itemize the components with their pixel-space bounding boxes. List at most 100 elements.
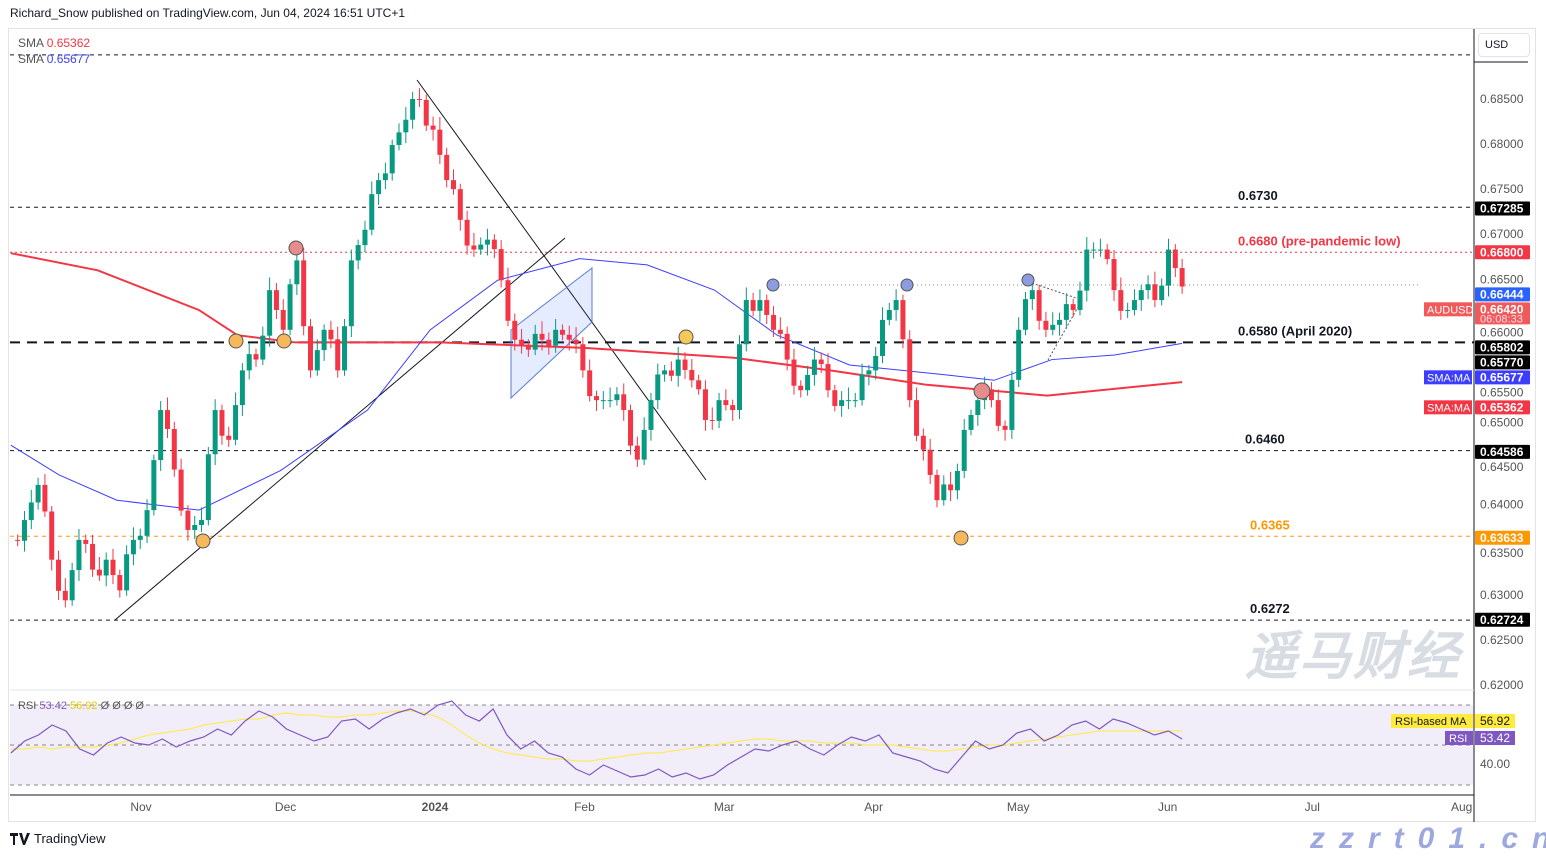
candle	[702, 380, 708, 431]
price-tick: 0.63500	[1480, 546, 1524, 560]
candle	[900, 294, 906, 349]
candle	[839, 391, 845, 417]
price-axis[interactable]: 0.68500 0.68000 0.67500 0.67000 0.66500 0.660…	[1480, 92, 1524, 692]
price-tag-name: SMA:MA	[1427, 372, 1471, 384]
candle	[164, 397, 170, 439]
candle	[239, 363, 245, 416]
marker-orange	[953, 530, 969, 546]
horizontal-levels: 0.6730 0.6680 (pre-pandemic low) 0.6580 (A…	[10, 54, 1474, 621]
level-label: 0.6680 (pre-pandemic low)	[1238, 233, 1401, 248]
candle	[968, 409, 974, 436]
sma-200-line-path	[10, 252, 1183, 397]
candle	[1104, 244, 1110, 265]
candle	[873, 346, 879, 380]
candle	[655, 363, 661, 410]
candle	[668, 361, 674, 382]
candle	[573, 327, 579, 354]
candle	[171, 421, 177, 477]
price-tag-value: 0.63633	[1480, 531, 1524, 545]
candle	[1070, 298, 1076, 318]
candles	[15, 88, 1185, 608]
price-tag: 0.63633	[1475, 530, 1530, 545]
candle	[416, 88, 422, 108]
price-tag-value: 0.65362	[1480, 400, 1524, 414]
candle	[301, 247, 307, 336]
candle	[144, 499, 150, 544]
candle	[1002, 420, 1008, 441]
rsi-tag: RSI 53.42	[1445, 731, 1515, 745]
price-tag: 0.65362 SMA:MA	[1424, 400, 1530, 415]
currency-button[interactable]: USD	[1478, 33, 1530, 57]
level-label: 0.6272	[1250, 601, 1290, 616]
candle	[750, 292, 756, 317]
candle	[539, 321, 545, 351]
candle	[485, 228, 491, 256]
price-tag-value: 0.65802	[1480, 340, 1524, 354]
candle	[69, 562, 75, 606]
candle	[519, 328, 525, 354]
candle	[607, 387, 613, 408]
candle	[1036, 284, 1042, 330]
candle	[1125, 302, 1131, 319]
candle	[553, 318, 559, 353]
candle	[532, 324, 538, 356]
candle	[471, 232, 477, 257]
candle	[1138, 284, 1144, 311]
candle	[866, 364, 872, 386]
price-tag: 0.64586	[1475, 444, 1530, 459]
candle	[580, 337, 586, 378]
candle	[267, 277, 273, 347]
level-label: 0.6580 (April 2020)	[1238, 323, 1352, 338]
price-tag-value: 0.64586	[1480, 445, 1524, 459]
watermark-text: zzrt01.cn	[1310, 822, 1546, 855]
time-axis[interactable]: Nov Dec 2024 Feb Mar Apr May Jun Jul Aug	[130, 800, 1472, 814]
candle	[893, 289, 899, 321]
candle	[1097, 238, 1103, 257]
candle	[185, 505, 191, 541]
candle	[49, 506, 55, 571]
candle	[886, 302, 892, 326]
rsi-ma-tag-value: 56.92	[1480, 714, 1510, 728]
price-tick: 0.67000	[1480, 227, 1524, 241]
price-tag: 0.65802	[1475, 340, 1530, 355]
candle	[791, 348, 797, 395]
candle	[995, 389, 1001, 432]
price-tick: 0.64500	[1480, 460, 1524, 474]
candle	[941, 475, 947, 506]
sma-50-line	[10, 258, 1183, 511]
candle	[1084, 236, 1090, 302]
candle	[764, 294, 770, 324]
candle	[335, 326, 341, 378]
price-tick: 0.62500	[1480, 633, 1524, 647]
candle	[328, 320, 334, 349]
candle	[273, 282, 279, 319]
candle	[689, 359, 695, 388]
candle	[961, 419, 967, 479]
price-tick: 0.67500	[1480, 182, 1524, 196]
candle	[62, 578, 68, 608]
rsi-line	[10, 700, 1183, 780]
candle	[287, 278, 293, 336]
candle	[1077, 281, 1083, 316]
candle	[348, 249, 354, 338]
candle	[818, 352, 824, 374]
marker-orange	[195, 533, 211, 549]
candle	[294, 251, 300, 296]
time-tick: Feb	[574, 800, 595, 814]
candle	[83, 534, 89, 553]
bear-flag-channel	[510, 266, 593, 400]
candle	[1131, 289, 1137, 316]
candle	[1091, 242, 1097, 259]
candle	[110, 548, 116, 585]
touch-markers	[195, 240, 1035, 549]
watermark-logo: 遥马财经	[1245, 628, 1462, 686]
candle	[396, 123, 402, 151]
candle	[662, 364, 668, 382]
candle	[934, 469, 940, 508]
price-tag-value: 0.66444	[1480, 287, 1524, 301]
time-tick: May	[1007, 800, 1030, 814]
candle	[355, 239, 361, 270]
candle	[512, 313, 518, 351]
